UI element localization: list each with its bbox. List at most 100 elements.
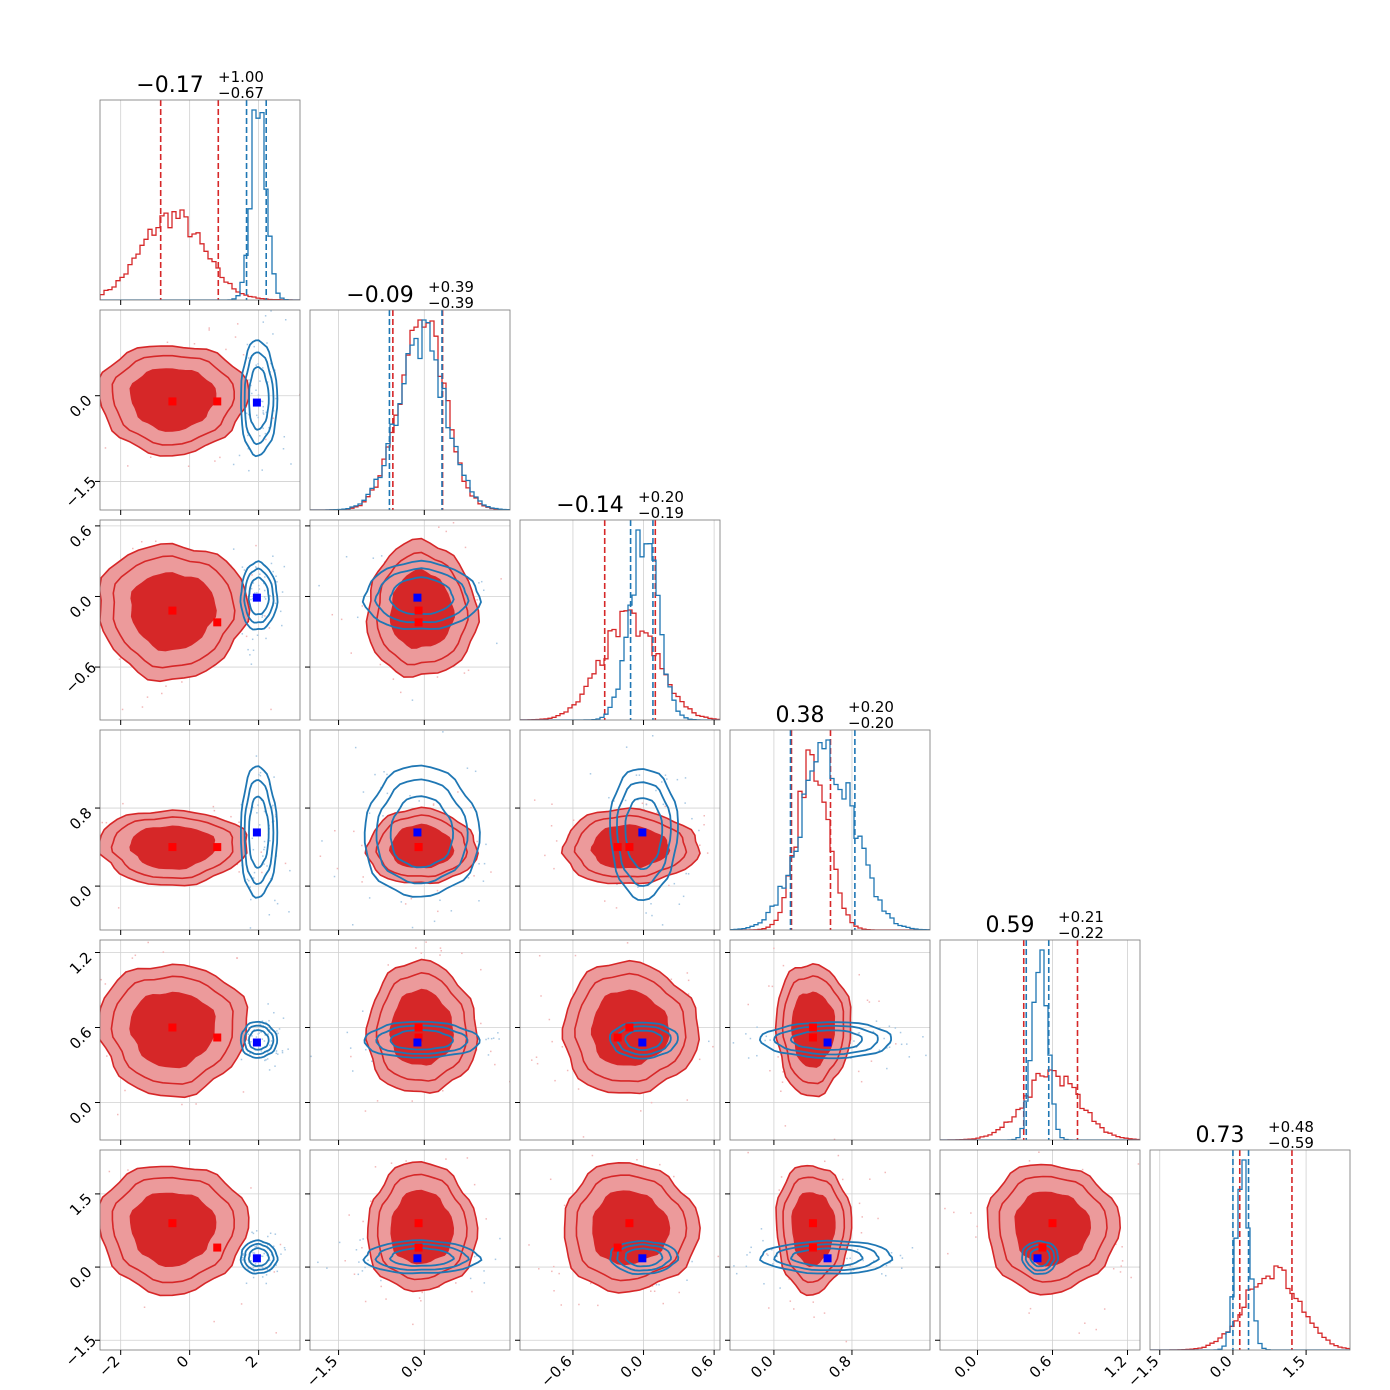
blue-sample-point bbox=[254, 1246, 256, 1248]
blue-sample-point bbox=[361, 1010, 364, 1012]
panel-5-0: −2 0 2 −1.5 0.0 1.5 bbox=[62, 1149, 301, 1380]
red-sample-point bbox=[437, 910, 439, 913]
red-sample-point bbox=[273, 1271, 276, 1273]
x-tick-label: −0.6 bbox=[537, 1352, 575, 1390]
blue-sample-point bbox=[490, 1037, 493, 1040]
panel-frame bbox=[939, 939, 1141, 1141]
blue-sample-point bbox=[281, 591, 284, 593]
red-marker bbox=[414, 1243, 423, 1252]
red-sample-point bbox=[777, 1056, 779, 1058]
red-sample-point bbox=[1120, 1265, 1122, 1267]
panel-frame bbox=[99, 729, 301, 931]
panel-0-0: −0.17 +1.00−0.67 bbox=[99, 68, 301, 305]
blue-sample-point bbox=[411, 699, 414, 701]
blue-sample-point bbox=[266, 381, 269, 383]
blue-sample-point bbox=[382, 815, 384, 817]
blue-sample-point bbox=[246, 343, 249, 346]
red-sample-point bbox=[747, 1003, 749, 1006]
red-sample-point bbox=[353, 830, 355, 833]
red-sample-point bbox=[440, 950, 443, 952]
y-tick-label: 0.8 bbox=[66, 804, 96, 834]
red-sample-point bbox=[561, 1046, 564, 1048]
blue-sample-point bbox=[266, 1058, 269, 1060]
blue-sample-point bbox=[256, 634, 259, 637]
red-sample-point bbox=[574, 954, 577, 957]
blue-sample-point bbox=[273, 776, 275, 778]
blue-contour-1 bbox=[773, 1243, 880, 1272]
panel-content bbox=[520, 940, 720, 1140]
red-sample-point bbox=[166, 341, 169, 344]
blue-sample-point bbox=[852, 1269, 855, 1271]
blue-sample-point bbox=[888, 1025, 891, 1027]
red-sample-point bbox=[344, 1260, 346, 1262]
red-sample-point bbox=[1028, 1160, 1031, 1162]
blue-sample-point bbox=[268, 1019, 270, 1022]
red-sample-point bbox=[789, 1300, 792, 1302]
red-marker bbox=[213, 618, 222, 627]
red-sample-point bbox=[1095, 1328, 1097, 1331]
blue-marker bbox=[252, 1038, 261, 1047]
blue-sample-point bbox=[483, 1270, 485, 1272]
blue-sample-point bbox=[266, 1268, 269, 1270]
panel-title-upper: +0.20 bbox=[848, 698, 894, 716]
blue-sample-point bbox=[637, 886, 639, 888]
red-sample-point bbox=[861, 1216, 863, 1218]
red-sample-point bbox=[485, 1218, 487, 1220]
blue-contour-0 bbox=[361, 559, 482, 630]
red-sample-point bbox=[551, 1040, 553, 1043]
blue-sample-point bbox=[269, 840, 271, 842]
red-sample-point bbox=[473, 1183, 476, 1186]
red-sample-point bbox=[141, 706, 144, 708]
red-sample-point bbox=[432, 803, 435, 805]
blue-sample-point bbox=[257, 584, 260, 587]
red-sample-point bbox=[858, 1202, 861, 1205]
panel-frame bbox=[729, 729, 931, 931]
red-sample-point bbox=[698, 1058, 701, 1061]
red-marker bbox=[1048, 1219, 1057, 1228]
panel-title: 0.73 bbox=[1196, 1123, 1245, 1148]
x-tick-label: 0.0 bbox=[747, 1352, 777, 1382]
blue-sample-point bbox=[252, 1252, 254, 1254]
red-sample-point bbox=[500, 578, 502, 580]
blue-sample-point bbox=[261, 469, 263, 471]
blue-sample-point bbox=[290, 463, 292, 465]
red-sample-point bbox=[650, 1290, 652, 1292]
blue-sample-point bbox=[260, 1255, 262, 1257]
blue-sample-point bbox=[764, 1039, 766, 1042]
blue-contour-0 bbox=[1021, 1240, 1060, 1275]
blue-sample-point bbox=[264, 598, 267, 600]
blue-sample-point bbox=[261, 400, 264, 403]
red-sample-point bbox=[362, 876, 364, 878]
panel-title: −0.09 bbox=[346, 283, 413, 308]
blue-sample-point bbox=[252, 1266, 255, 1269]
blue-sample-point bbox=[849, 1257, 851, 1260]
red-sample-point bbox=[420, 952, 423, 954]
panel-frame bbox=[519, 519, 721, 721]
blue-sample-point bbox=[686, 1279, 688, 1281]
blue-sample-point bbox=[269, 595, 271, 597]
red-sample-point bbox=[134, 954, 137, 957]
blue-sample-point bbox=[733, 1265, 735, 1267]
y-tick-label: 0.0 bbox=[66, 1098, 96, 1128]
blue-sample-point bbox=[252, 806, 254, 809]
panel-1-0: −1.5 0.0 bbox=[62, 309, 301, 515]
blue-sample-point bbox=[250, 663, 253, 665]
red-sample-point bbox=[1121, 1246, 1123, 1248]
red-sample-point bbox=[455, 1282, 457, 1284]
x-tick-label: 0.0 bbox=[1206, 1352, 1236, 1382]
blue-sample-point bbox=[284, 1249, 286, 1251]
red-sample-point bbox=[544, 854, 546, 857]
red-sample-point bbox=[578, 1303, 580, 1306]
blue-sample-point bbox=[253, 345, 255, 348]
red-marker bbox=[414, 843, 423, 852]
blue-sample-point bbox=[483, 589, 485, 592]
blue-sample-point bbox=[678, 903, 681, 905]
blue-sample-point bbox=[264, 1034, 267, 1036]
blue-sample-point bbox=[263, 1040, 266, 1042]
blue-sample-point bbox=[254, 592, 256, 594]
blue-sample-point bbox=[263, 596, 266, 598]
red-sample-point bbox=[895, 1043, 897, 1045]
blue-sample-point bbox=[894, 1027, 897, 1029]
blue-sample-point bbox=[269, 1044, 271, 1046]
blue-sample-point bbox=[850, 1271, 852, 1273]
